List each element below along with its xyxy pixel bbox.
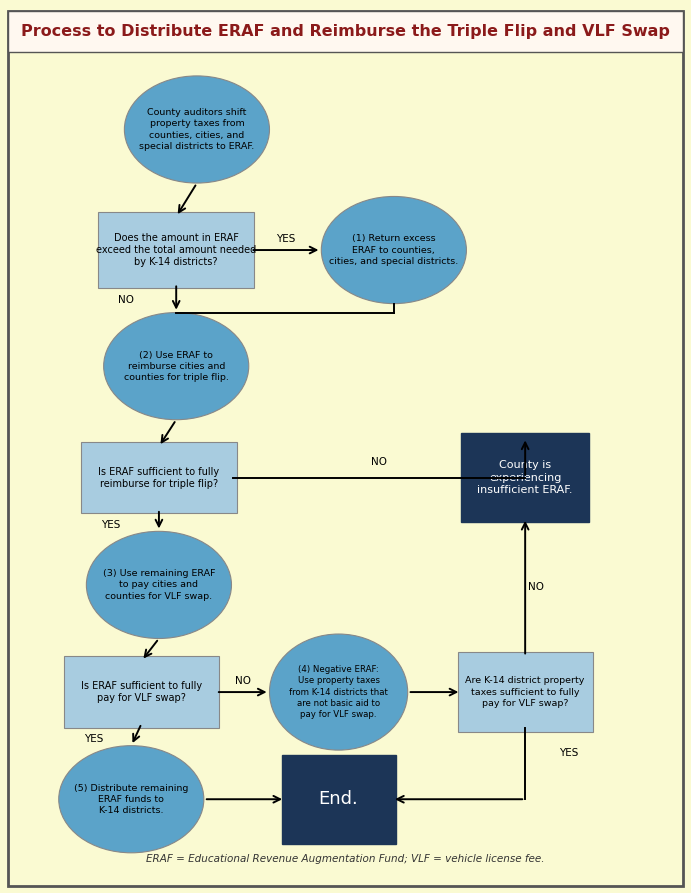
FancyBboxPatch shape — [8, 11, 683, 886]
Ellipse shape — [86, 531, 231, 638]
FancyBboxPatch shape — [8, 11, 683, 52]
Text: Is ERAF sufficient to fully
reimburse for triple flip?: Is ERAF sufficient to fully reimburse fo… — [98, 466, 220, 489]
Text: Process to Distribute ERAF and Reimburse the Triple Flip and VLF Swap: Process to Distribute ERAF and Reimburse… — [21, 24, 670, 38]
Text: NO: NO — [118, 295, 134, 305]
Text: ERAF = Educational Revenue Augmentation Fund; VLF = vehicle license fee.: ERAF = Educational Revenue Augmentation … — [146, 854, 545, 864]
Text: (4) Negative ERAF:
Use property taxes
from K-14 districts that
are not basic aid: (4) Negative ERAF: Use property taxes fr… — [289, 665, 388, 719]
Ellipse shape — [59, 746, 204, 853]
Text: County is
experiencing
insufficient ERAF.: County is experiencing insufficient ERAF… — [477, 461, 573, 495]
FancyBboxPatch shape — [82, 442, 236, 513]
Text: YES: YES — [101, 520, 121, 530]
Text: End.: End. — [319, 790, 359, 808]
Ellipse shape — [321, 196, 466, 304]
Text: (5) Distribute remaining
ERAF funds to
K-14 districts.: (5) Distribute remaining ERAF funds to K… — [74, 784, 189, 814]
Text: Does the amount in ERAF
exceed the total amount needed
by K-14 districts?: Does the amount in ERAF exceed the total… — [96, 233, 256, 267]
Text: NO: NO — [371, 456, 387, 467]
Ellipse shape — [124, 76, 269, 183]
Text: County auditors shift
property taxes from
counties, cities, and
special district: County auditors shift property taxes fro… — [140, 108, 254, 151]
FancyBboxPatch shape — [281, 755, 395, 844]
Text: YES: YES — [558, 747, 578, 758]
Text: Is ERAF sufficient to fully
pay for VLF swap?: Is ERAF sufficient to fully pay for VLF … — [81, 680, 202, 704]
Text: (3) Use remaining ERAF
to pay cities and
counties for VLF swap.: (3) Use remaining ERAF to pay cities and… — [103, 570, 215, 600]
FancyBboxPatch shape — [457, 652, 592, 732]
FancyBboxPatch shape — [99, 213, 254, 288]
Text: Are K-14 district property
taxes sufficient to fully
pay for VLF swap?: Are K-14 district property taxes suffici… — [466, 677, 585, 707]
Ellipse shape — [269, 634, 408, 750]
Text: YES: YES — [84, 734, 104, 745]
Text: (1) Return excess
ERAF to counties,
cities, and special districts.: (1) Return excess ERAF to counties, citi… — [329, 235, 459, 265]
Text: (2) Use ERAF to
reimburse cities and
counties for triple flip.: (2) Use ERAF to reimburse cities and cou… — [124, 351, 229, 381]
FancyBboxPatch shape — [462, 433, 589, 522]
Text: YES: YES — [276, 234, 296, 245]
Text: NO: NO — [527, 582, 544, 592]
FancyBboxPatch shape — [64, 656, 220, 728]
Ellipse shape — [104, 313, 249, 420]
Text: NO: NO — [235, 676, 251, 687]
